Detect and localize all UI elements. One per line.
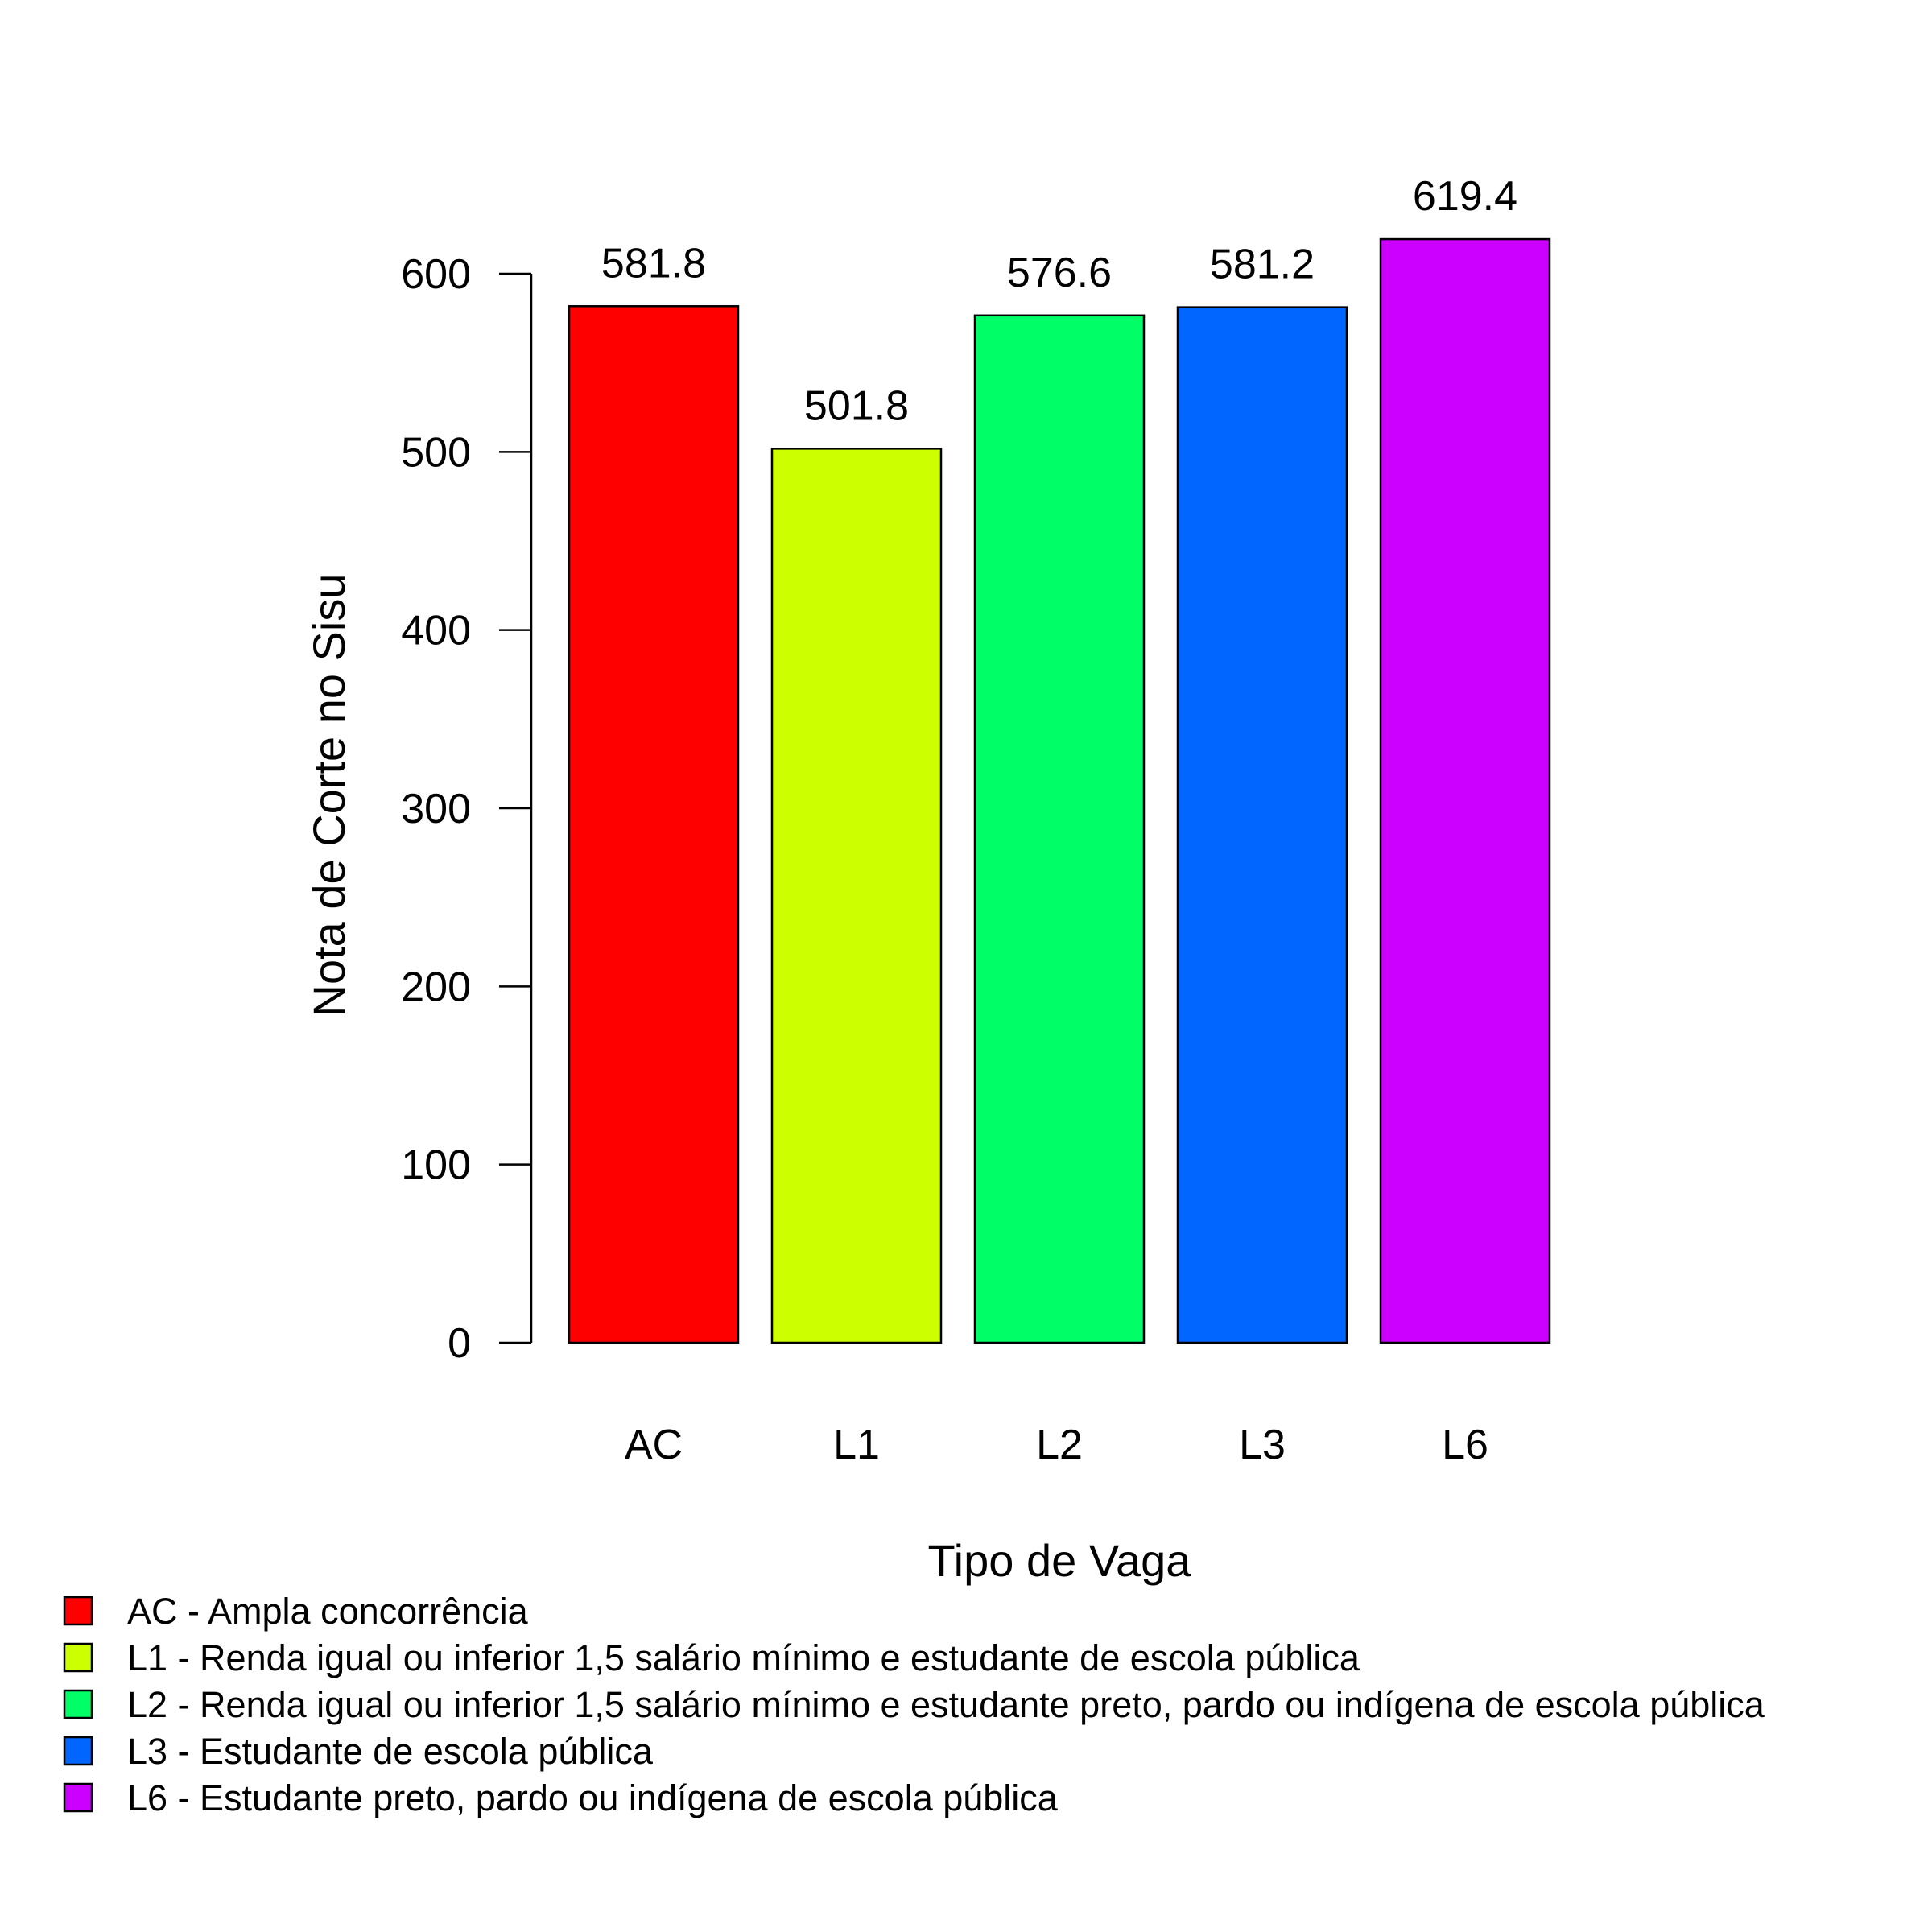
y-tick-label: 200 [401, 964, 471, 1010]
legend-swatch [63, 1642, 93, 1673]
category-labels: AC L1 L2 L3 L6 [625, 1422, 1488, 1468]
y-tick-label: 500 [401, 429, 471, 476]
legend-swatch [63, 1782, 93, 1813]
category-label-ac: AC [625, 1422, 683, 1468]
bar-l2 [973, 314, 1146, 1344]
category-label-l1: L1 [833, 1422, 880, 1468]
legend-label: L3 - Estudante de escola pública [127, 1731, 654, 1772]
category-label-l2: L2 [1036, 1422, 1083, 1468]
y-axis-title: Nota de Corte no Sisu [303, 574, 354, 1018]
value-label-l3: 581.2 [1210, 242, 1315, 288]
legend-label: L6 - Estudante preto, pardo ou indígena … [127, 1777, 1059, 1818]
value-label-l2: 576.6 [1007, 250, 1112, 296]
value-label-l6: 619.4 [1413, 173, 1517, 220]
y-tick-label: 300 [401, 786, 471, 832]
legend-swatch [63, 1736, 93, 1766]
legend-label: AC - Ampla concorrência [127, 1591, 529, 1632]
legend-swatch [63, 1596, 93, 1626]
y-tick-label: 0 [448, 1320, 471, 1367]
bar-l6 [1379, 237, 1551, 1344]
legend-swatch [63, 1689, 93, 1719]
value-label-ac: 581.8 [601, 240, 706, 287]
bar-ac [568, 305, 740, 1344]
y-axis: 0 100 200 300 400 500 600 [401, 251, 533, 1367]
category-label-l3: L3 [1239, 1422, 1286, 1468]
value-labels: 581.8 501.8 576.6 581.2 619.4 [601, 173, 1517, 429]
value-label-l1: 501.8 [804, 382, 909, 429]
bars [568, 237, 1551, 1344]
category-label-l6: L6 [1442, 1422, 1488, 1468]
legend: AC - Ampla concorrência L1 - Renda igual … [63, 1591, 1765, 1818]
x-axis-title: Tipo de Vaga [928, 1535, 1192, 1586]
y-tick-label: 100 [401, 1142, 471, 1189]
y-tick-label: 600 [401, 251, 471, 298]
legend-label: L1 - Renda igual ou inferior 1,5 salário… [127, 1637, 1360, 1678]
bar-l3 [1176, 306, 1348, 1344]
bar-l1 [770, 448, 943, 1344]
legend-label: L2 - Renda igual ou inferior 1,5 salário… [127, 1684, 1765, 1725]
y-tick-label: 400 [401, 608, 471, 654]
